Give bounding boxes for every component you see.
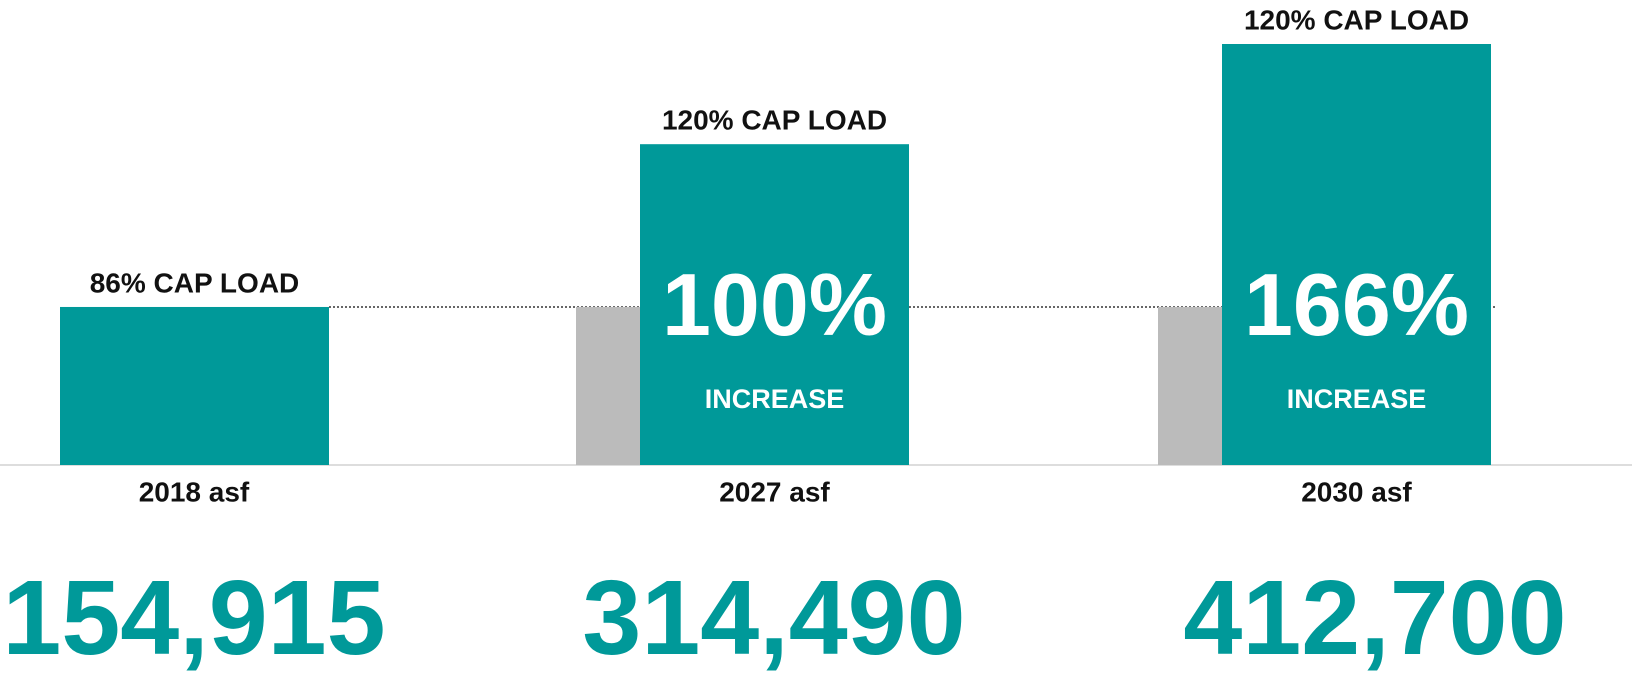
increase-label: INCREASE [705, 384, 845, 414]
increase-value: 100% [662, 255, 887, 354]
category-label: 2030 asf [1301, 476, 1412, 507]
category-label: 2018 asf [139, 476, 250, 507]
baseline-bar [1158, 306, 1222, 465]
bar [640, 144, 909, 465]
category-label: 2027 asf [719, 476, 830, 507]
cap-label: 120% CAP LOAD [1244, 4, 1469, 35]
bar [60, 306, 329, 465]
cap-label: 86% CAP LOAD [90, 267, 300, 298]
cap-label: 120% CAP LOAD [662, 105, 887, 136]
value-label: 314,490 [582, 559, 965, 677]
increase-label: INCREASE [1287, 384, 1427, 414]
bar [1222, 44, 1491, 465]
value-label: 154,915 [2, 559, 385, 677]
value-label: 412,700 [1183, 559, 1566, 677]
baseline-bar [576, 306, 640, 465]
increase-value: 166% [1244, 255, 1469, 354]
